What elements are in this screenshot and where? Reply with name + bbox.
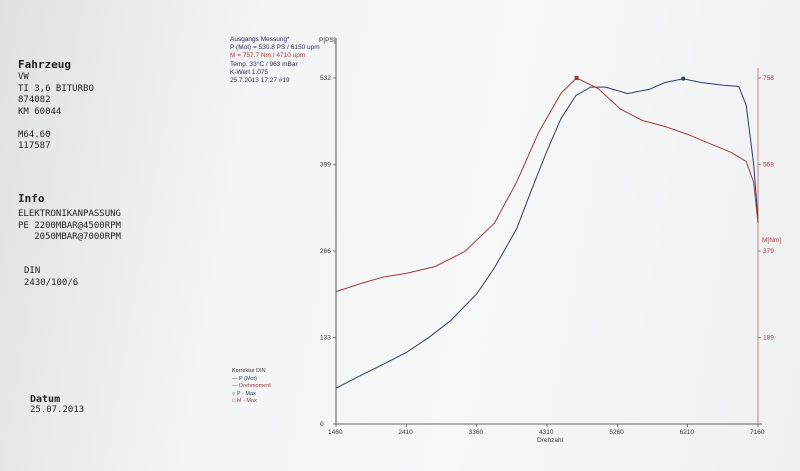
y-left-tick-label: 0	[320, 421, 324, 428]
vehicle-heading: Fahrzeug	[18, 58, 71, 71]
vehicle-info-panel: Fahrzeug VW TI 3,6 BITURBO 874082 KM 60044 M…	[0, 0, 330, 471]
measurement-temp: Temp. 33°C / 963 mBar	[230, 60, 298, 68]
y-left-tick-label: 532	[320, 75, 331, 82]
vehicle-line: 117587	[18, 141, 51, 151]
legend-item: — P (Mot)	[232, 376, 271, 384]
vehicle-line: TI 3,6 BITURBO	[18, 83, 94, 94]
series-line-torque	[335, 77, 759, 293]
y-right-tick-label: 379	[763, 248, 774, 255]
vehicle-line: VW	[18, 72, 29, 82]
info-line: PE 2200MBAR@4500RPM	[18, 220, 121, 231]
legend-item: □ M - Max	[232, 398, 271, 406]
y-left-tick-label: 133	[320, 335, 331, 342]
torque-max-marker	[574, 76, 579, 80]
norm-line: 2430/100/6	[24, 277, 79, 288]
measurement-title: Ausgangs Messung*	[230, 36, 290, 43]
x-tick-label: 7160	[750, 429, 765, 436]
x-axis-label: Drehzahl	[537, 437, 564, 444]
y-right-axis-label: M[Nm]	[762, 237, 781, 244]
x-tick-label: 4310	[539, 429, 554, 436]
date-value: 25.07.2013	[30, 405, 85, 415]
legend-title: Korrektur DIN	[232, 368, 266, 374]
y-left-tick-label: 399	[320, 162, 331, 169]
norm-line: DIN	[24, 266, 41, 276]
x-tick-label: 5260	[609, 429, 624, 436]
legend-label: M - Max	[236, 398, 257, 404]
legend-items: — P (Mot) — Drehmoment ○ P - Max □ M - Max	[232, 376, 271, 406]
y-right-tick-label: 189	[763, 335, 774, 342]
measurement-box: Ausgangs Messung* P (Mot) = 530.8 PS / 6…	[230, 36, 320, 85]
vehicle-line: KM 60044	[18, 106, 62, 117]
legend-label: P (Mot)	[239, 375, 257, 382]
y-left-axis-label: P[PS]	[319, 37, 336, 44]
y-right-tick-label: 568	[763, 162, 774, 169]
date-heading: Datum	[30, 394, 61, 405]
legend-label: Drehmoment	[239, 383, 271, 389]
power-max-marker	[681, 76, 686, 81]
y-right-tick-label: 758	[763, 75, 774, 82]
measurement-torque: M = 757.7 Nm / 4710 upm	[230, 52, 306, 60]
measurement-power: P (Mot) = 530.8 PS / 6150 upm	[230, 44, 320, 52]
x-tick-label: 1460	[328, 429, 343, 436]
y-left-tick-label: 266	[320, 248, 331, 255]
vehicle-line: 874082	[18, 95, 51, 105]
legend-symbol: —	[232, 383, 240, 389]
x-tick-label: 3360	[469, 429, 484, 436]
measurement-date: 25.7.2013 17:27 #19	[230, 77, 290, 85]
measurement-kwert: K-Wert 1.075	[230, 68, 269, 76]
legend-symbol: ○	[232, 390, 237, 397]
info-line: 2050MBAR@7000RPM	[18, 232, 121, 242]
x-tick-label: 6210	[680, 429, 695, 436]
legend-item: ○ P - Max	[232, 391, 271, 399]
legend-symbol: —	[232, 375, 240, 382]
series-line-power	[335, 78, 759, 389]
vehicle-line: M64.60	[18, 129, 51, 140]
legend-item: — Drehmoment	[232, 383, 271, 391]
legend-symbol: □	[232, 398, 237, 404]
info-heading: Info	[18, 192, 45, 205]
legend: Korrektur DIN — P (Mot) — Drehmoment ○ P -…	[232, 368, 271, 406]
x-tick-label: 2410	[398, 429, 413, 436]
info-line: ELEKTRONIKANPASSUNG	[18, 209, 121, 219]
legend-label: P - Max	[236, 390, 256, 397]
